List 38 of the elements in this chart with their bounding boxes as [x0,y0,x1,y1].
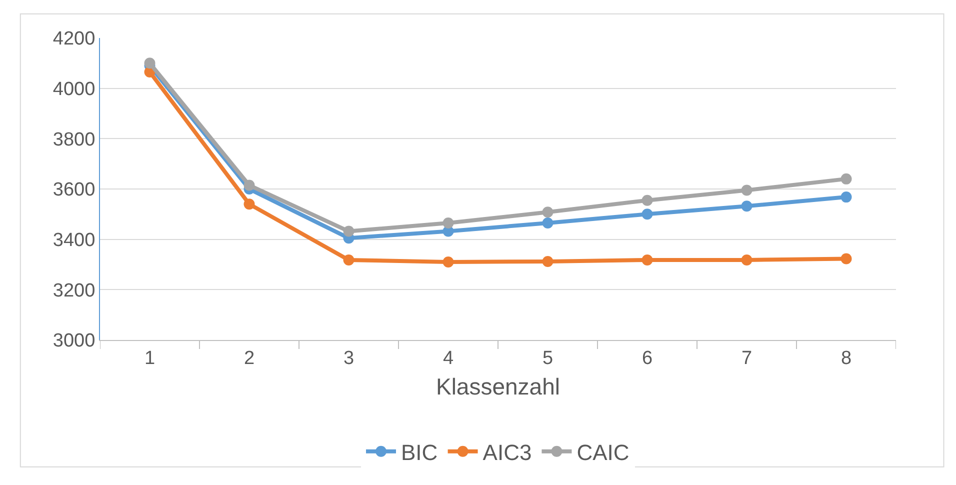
x-tick-label: 3 [343,348,354,369]
x-tick-label: 2 [244,348,255,369]
point [840,192,852,203]
legend-label: AIC3 [482,440,532,465]
legend-label: BIC [401,440,438,465]
x-tick-label: 6 [642,348,653,369]
point [244,180,255,191]
x-tick-label: 4 [442,348,454,369]
legend-label: CAIC [576,440,630,465]
point [442,256,454,268]
point [642,194,653,206]
point [741,254,752,266]
x-tick-label: 5 [542,348,554,369]
point [244,198,255,210]
x-axis-title: Klassenzahl [436,373,560,400]
point [542,256,554,267]
y-tick-label: 3400 [52,230,96,251]
point [542,217,554,228]
y-tick-label: 3200 [52,280,96,302]
y-tick-label: 4200 [52,28,96,50]
point [642,208,653,220]
point [840,173,852,184]
point [642,254,653,266]
point [741,200,752,212]
point [442,217,454,228]
point [840,253,852,264]
point [741,184,752,196]
point [542,206,554,218]
y-tick-label: 3000 [52,330,96,352]
point [343,226,354,237]
y-tick-label: 3600 [52,180,96,201]
point [144,58,156,69]
y-tick-label: 4000 [52,78,96,100]
y-tick-label: 3800 [52,129,96,150]
point [343,254,354,266]
x-tick-label: 7 [741,348,752,369]
x-tick-label: 1 [144,348,156,369]
x-tick-label: 8 [840,348,852,369]
